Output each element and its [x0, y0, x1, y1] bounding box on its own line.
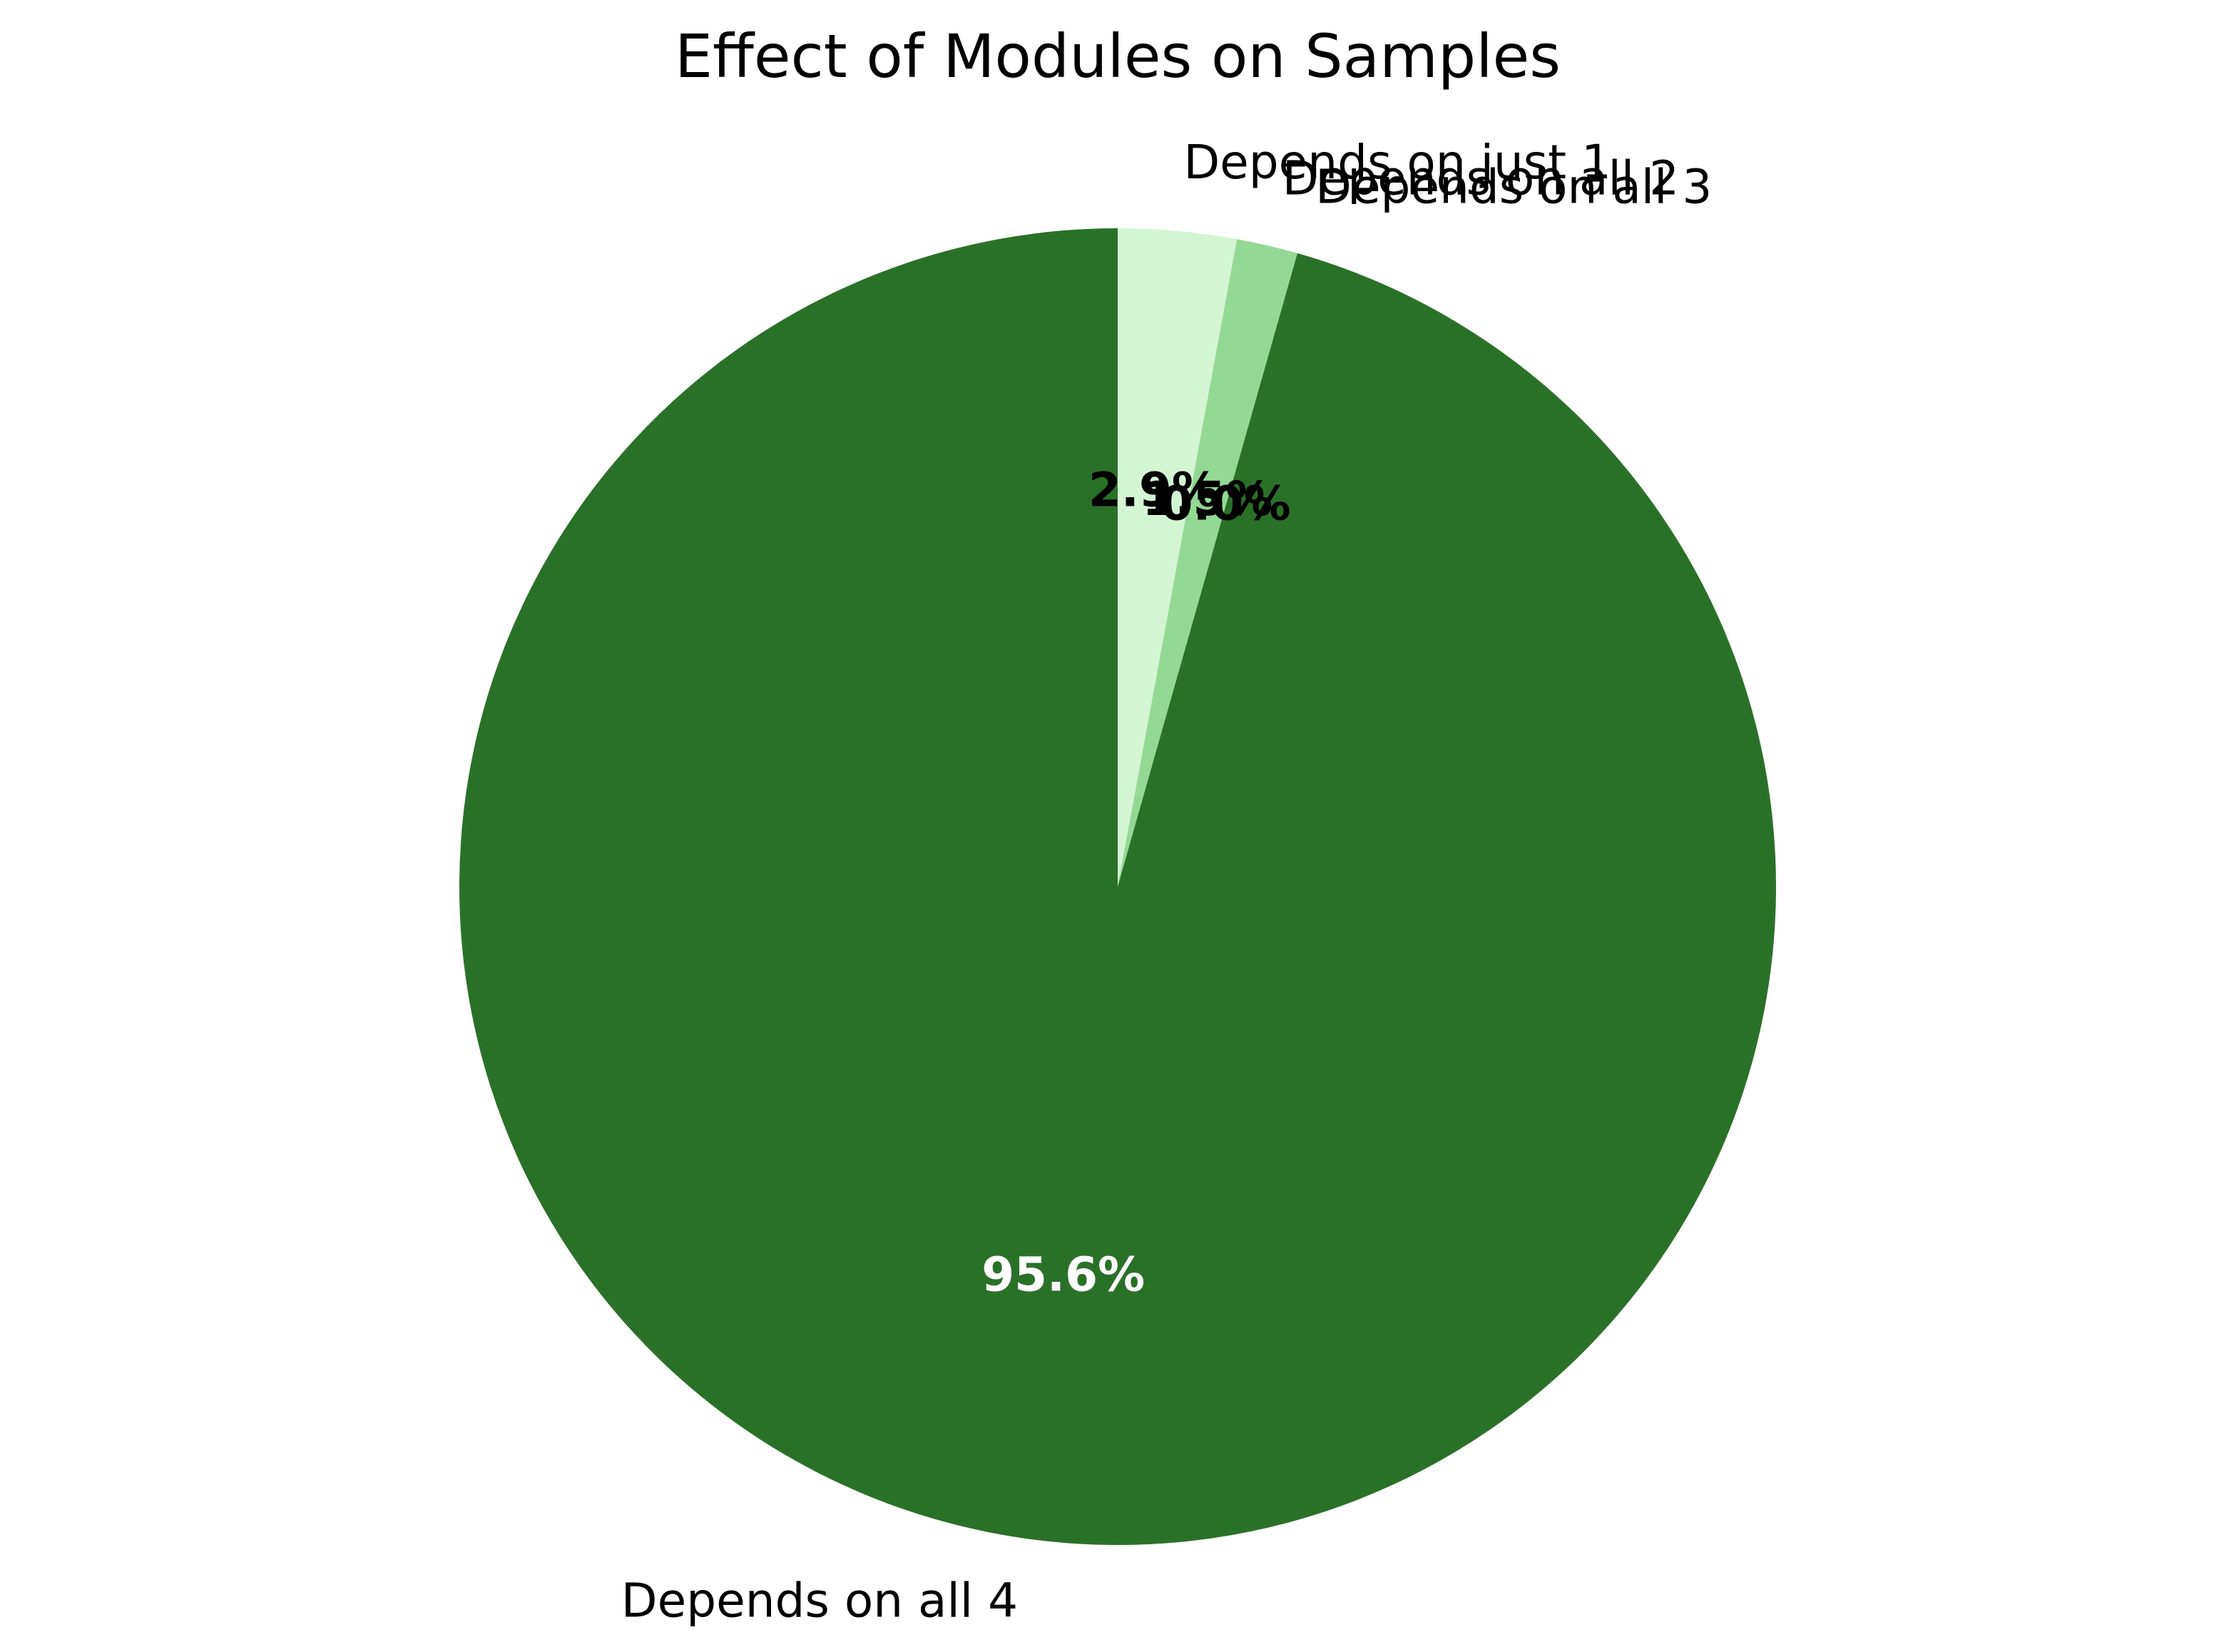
pie-slice: [459, 228, 1776, 1545]
slice-label: Depends on all 3: [1315, 159, 1712, 214]
pie-slice: [1118, 239, 1297, 887]
pie-slices: [459, 228, 1776, 1545]
slice-percent-label: 2.9%: [1088, 463, 1219, 518]
slice-percent-label: 95.6%: [981, 1248, 1145, 1302]
chart-title: Effect of Modules on Samples: [675, 21, 1561, 91]
slice-percent-label: 1.5%: [1142, 471, 1272, 526]
slice-percent-label: 0.0%: [1160, 476, 1291, 531]
pie-slice: [1118, 228, 1238, 887]
slice-label: Depends on just 1: [1183, 135, 1611, 190]
slice-label: Depends on all 2: [1282, 151, 1679, 205]
pie-percent-labels: 2.9%1.5%0.0% 95.6%: [981, 463, 1290, 1302]
slice-label: Depends on all 4: [621, 1574, 1018, 1628]
